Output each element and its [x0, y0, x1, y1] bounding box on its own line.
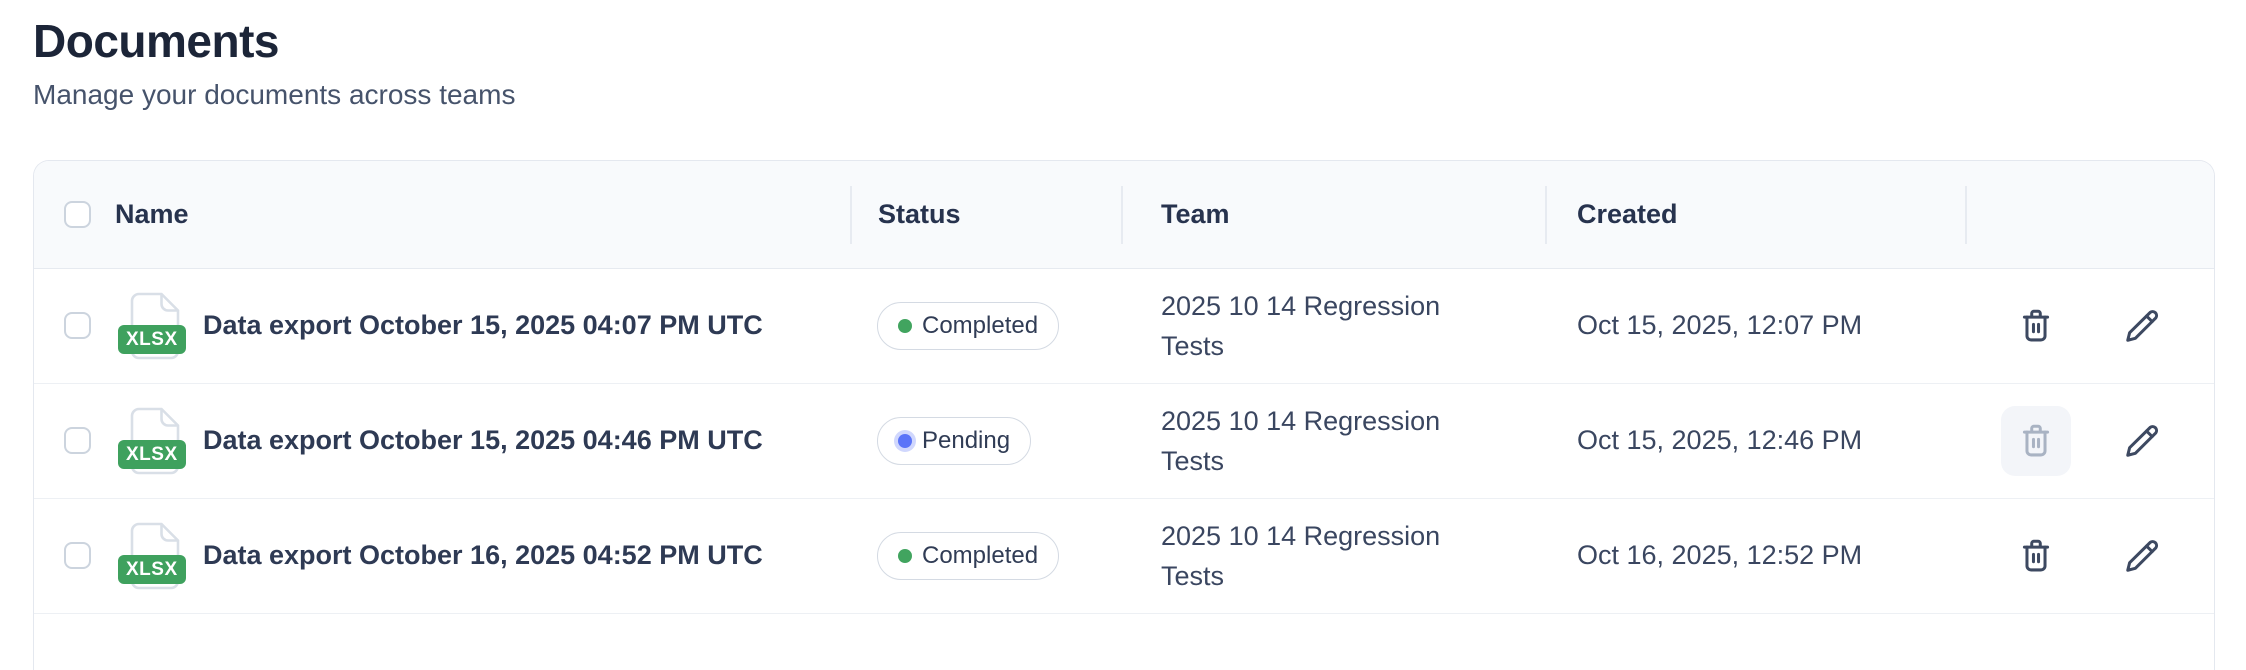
team-cell: 2025 10 14 Regression Tests: [1121, 384, 1545, 498]
actions-cell: [1965, 269, 2212, 383]
status-label: Completed: [922, 311, 1039, 339]
edit-button[interactable]: [2107, 291, 2177, 361]
document-name: Data export October 16, 2025 04:52 PM UT…: [203, 540, 763, 571]
created-date: Oct 15, 2025, 12:46 PM: [1577, 425, 1863, 456]
status-dot: [898, 548, 912, 563]
row-checkbox[interactable]: [64, 542, 91, 570]
row-checkbox[interactable]: [64, 427, 91, 455]
xlsx-badge-label: XLSX: [118, 324, 186, 354]
column-header-status: Status: [850, 161, 1121, 268]
pencil-icon: [2123, 422, 2161, 460]
trash-icon: [2017, 307, 2055, 345]
created-cell: Oct 16, 2025, 12:52 PM: [1545, 499, 1965, 613]
status-dot: [898, 433, 912, 448]
created-date: Oct 16, 2025, 12:52 PM: [1577, 540, 1863, 571]
status-badge: Pending: [877, 416, 1032, 465]
delete-button[interactable]: [2001, 291, 2071, 361]
page-title: Documents: [33, 15, 279, 67]
name-cell: XLSX Data export October 16, 2025 04:52 …: [34, 499, 850, 613]
pencil-icon: [2123, 307, 2161, 345]
table-body: XLSX Data export October 15, 2025 04:07 …: [34, 268, 2214, 614]
status-badge: Completed: [877, 531, 1060, 580]
team-name: 2025 10 14 Regression Tests: [1161, 520, 1441, 591]
status-cell: Pending: [850, 384, 1121, 498]
trash-icon: [2017, 422, 2055, 460]
team-name: 2025 10 14 Regression Tests: [1161, 405, 1441, 476]
edit-button[interactable]: [2107, 406, 2177, 476]
delete-button[interactable]: [2000, 405, 2071, 476]
xlsx-badge-label: XLSX: [118, 554, 186, 584]
actions-cell: [1965, 499, 2212, 613]
name-cell: XLSX Data export October 15, 2025 04:07 …: [34, 269, 850, 383]
row-checkbox[interactable]: [64, 312, 91, 340]
created-cell: Oct 15, 2025, 12:07 PM: [1545, 269, 1965, 383]
pencil-icon: [2123, 537, 2161, 575]
table-row: XLSX Data export October 16, 2025 04:52 …: [34, 498, 2214, 614]
team-cell: 2025 10 14 Regression Tests: [1121, 499, 1545, 613]
actions-cell: [1965, 384, 2212, 498]
delete-button[interactable]: [2001, 521, 2071, 591]
name-cell: XLSX Data export October 15, 2025 04:46 …: [34, 384, 850, 498]
document-name: Data export October 15, 2025 04:07 PM UT…: [203, 310, 763, 341]
xlsx-file-icon: XLSX: [118, 291, 186, 361]
column-header-name-label: Name: [115, 198, 189, 229]
column-header-team: Team: [1121, 161, 1545, 268]
status-cell: Completed: [850, 499, 1121, 613]
page-subtitle: Manage your documents across teams: [33, 79, 516, 111]
team-name: 2025 10 14 Regression Tests: [1161, 290, 1441, 361]
document-name: Data export October 15, 2025 04:46 PM UT…: [203, 425, 763, 456]
status-cell: Completed: [850, 269, 1121, 383]
trash-icon: [2017, 537, 2055, 575]
select-all-checkbox[interactable]: [64, 200, 91, 228]
created-date: Oct 15, 2025, 12:07 PM: [1577, 310, 1863, 341]
column-header-name: Name: [34, 161, 850, 268]
xlsx-badge-label: XLSX: [118, 439, 186, 469]
xlsx-file-icon: XLSX: [118, 406, 186, 476]
table-row: XLSX Data export October 15, 2025 04:46 …: [34, 383, 2214, 499]
status-label: Completed: [922, 541, 1039, 569]
created-cell: Oct 15, 2025, 12:46 PM: [1545, 384, 1965, 498]
column-header-created: Created: [1545, 161, 1965, 268]
table-row: XLSX Data export October 15, 2025 04:07 …: [34, 268, 2214, 384]
edit-button[interactable]: [2107, 521, 2177, 591]
status-label: Pending: [922, 426, 1011, 454]
xlsx-file-icon: XLSX: [118, 521, 186, 591]
status-dot: [898, 318, 912, 333]
team-cell: 2025 10 14 Regression Tests: [1121, 269, 1545, 383]
table-header-row: Name Status Team Created: [34, 160, 2214, 269]
documents-table: Name Status Team Created XLSX Data expor…: [33, 159, 2215, 670]
status-badge: Completed: [877, 301, 1060, 350]
column-header-actions: [1965, 161, 2212, 268]
